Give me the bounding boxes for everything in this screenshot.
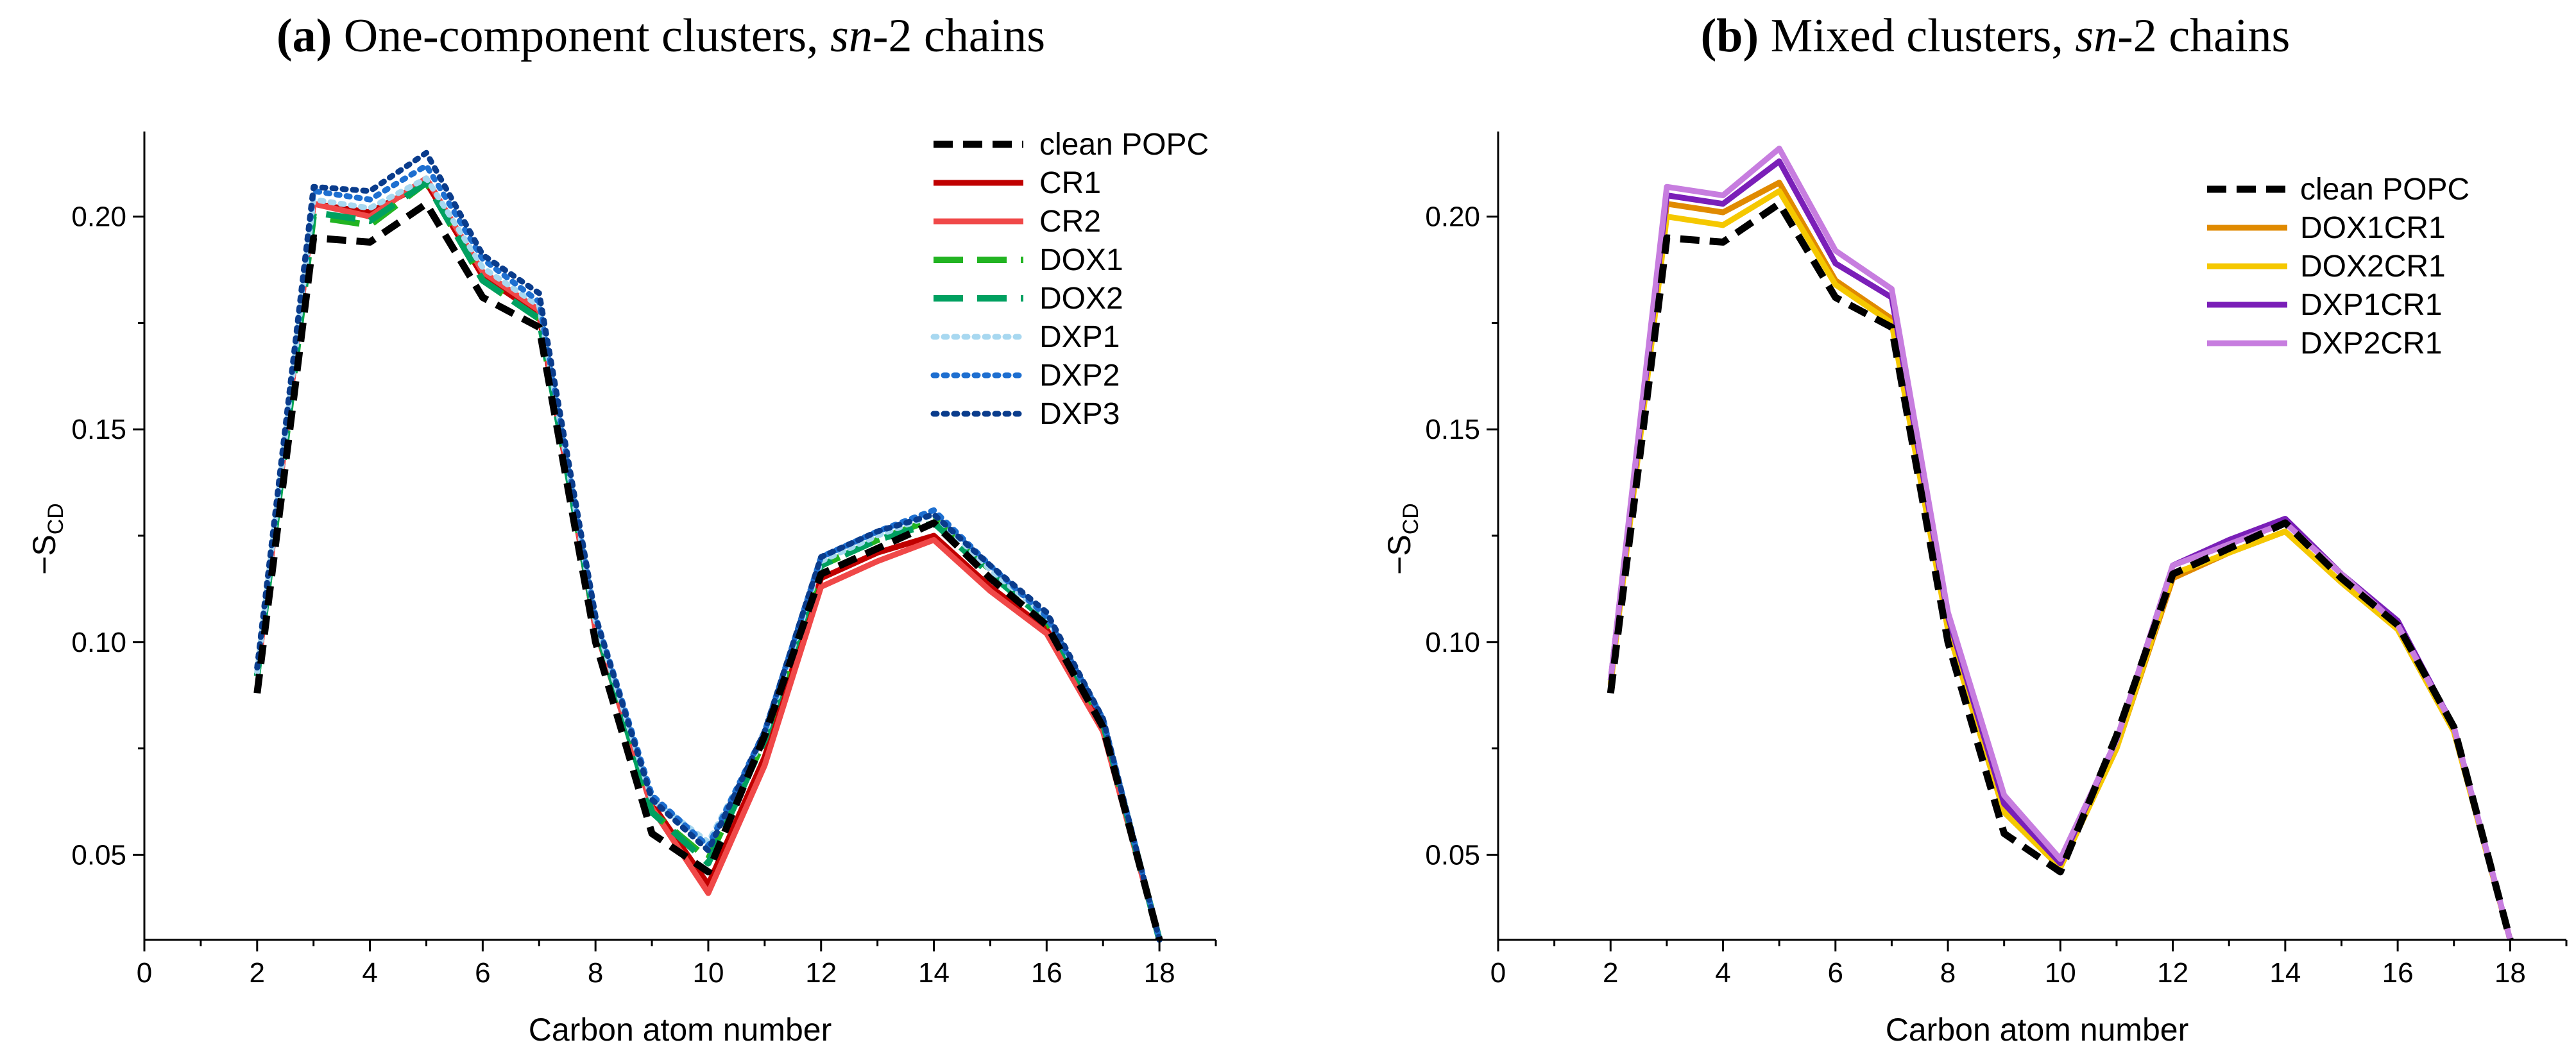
panel-b-x-tick-label: 12 — [2157, 957, 2188, 989]
panel-b-x-tick-label: 10 — [2045, 957, 2076, 989]
panel-b-x-tick-label: 14 — [2269, 957, 2301, 989]
panel-b-y-tick-label: 0.10 — [1425, 627, 1480, 658]
panel-b-x-tick-label: 18 — [2495, 957, 2526, 989]
panel-a-x-tick-label: 10 — [692, 957, 724, 989]
panel-b-x-axis-label: Carbon atom number — [1886, 1012, 2188, 1048]
panel-b-y-tick-label: 0.20 — [1425, 201, 1480, 233]
panel-b-legend-label: DOX1CR1 — [2300, 211, 2446, 245]
panel-a-chart: (a) One-component clusters, sn-2 chains … — [26, 10, 1217, 1048]
panel-a-series-dox1 — [253, 179, 1163, 941]
panel-b-x-tick-label: 2 — [1603, 957, 1618, 989]
panel-a-y-tick-label: 0.05 — [71, 839, 126, 871]
panel-a-x-tick-label: 16 — [1031, 957, 1062, 989]
panel-a-title: (a) One-component clusters, sn-2 chains — [277, 10, 1045, 62]
panel-b-x-tick-label: 16 — [2382, 957, 2414, 989]
panel-a-series-clean-popc — [253, 200, 1163, 941]
panel-a-x-tick-label: 14 — [918, 957, 950, 989]
panel-a-series-dxp2 — [254, 162, 1163, 943]
panel-a-y-tick-label: 0.20 — [71, 201, 126, 233]
panel-a-x-tick-label: 18 — [1144, 957, 1175, 989]
panel-a-legend-label: CR1 — [1039, 166, 1101, 200]
panel-a-x-axis-label: Carbon atom number — [529, 1012, 832, 1048]
panel-b-series-dxp2cr1 — [1607, 146, 2513, 941]
panel-b-x-tick-label: 4 — [1715, 957, 1730, 989]
panel-a-x-tick-label: 4 — [362, 957, 377, 989]
panel-a-series-cr2 — [254, 175, 1163, 941]
panel-a-series-cr1 — [254, 180, 1163, 941]
panel-a-x-tick-label: 6 — [475, 957, 490, 989]
panel-a-y-tick-label: 0.10 — [71, 627, 126, 658]
panel-a-legend-label: clean POPC — [1039, 128, 1209, 162]
panel-b-legend-label: clean POPC — [2300, 173, 2469, 207]
panel-b-y-tick-label: 0.15 — [1425, 414, 1480, 445]
panel-a-x-tick-label: 0 — [137, 957, 152, 989]
panel-a-x-tick-label: 8 — [588, 957, 603, 989]
panel-b-x-tick-label: 8 — [1940, 957, 1956, 989]
panel-b-series-clean-popc — [1607, 200, 2514, 941]
panel-a-x-tick-label: 12 — [805, 957, 837, 989]
panel-b-title: (b) Mixed clusters, sn-2 chains — [1701, 10, 2290, 62]
panel-a-series-dxp1 — [254, 175, 1163, 943]
panel-a-legend-label: CR2 — [1039, 205, 1101, 239]
panel-a-y-axis-label: −SCD — [26, 503, 68, 575]
panel-b-y-tick-label: 0.05 — [1425, 839, 1480, 871]
panel-b-legend-label: DOX2CR1 — [2300, 250, 2446, 284]
panel-a-y-tick-label: 0.15 — [71, 414, 126, 445]
panel-b-legend-label: DXP1CR1 — [2300, 288, 2442, 322]
panel-a-series-dox2 — [253, 179, 1163, 941]
panel-a-legend-label: DXP1 — [1039, 320, 1120, 354]
panel-b-x-tick-label: 6 — [1828, 957, 1843, 989]
panel-a-legend-label: DXP2 — [1039, 359, 1120, 393]
panel-a-x-tick-label: 2 — [250, 957, 265, 989]
panel-a-series-dxp3 — [254, 149, 1163, 943]
panel-b-y-axis-label: −SCD — [1381, 503, 1423, 575]
panel-b-x-tick-label: 0 — [1490, 957, 1506, 989]
panel-a-legend-label: DOX1 — [1039, 243, 1123, 277]
panel-b-chart: (b) Mixed clusters, sn-2 chains 0 2 4 6 8 10 1… — [1381, 10, 2568, 1048]
panel-b-legend-label: DXP2CR1 — [2300, 327, 2442, 361]
panel-a-legend-label: DXP3 — [1039, 397, 1120, 431]
panel-a-legend-label: DOX2 — [1039, 282, 1123, 316]
